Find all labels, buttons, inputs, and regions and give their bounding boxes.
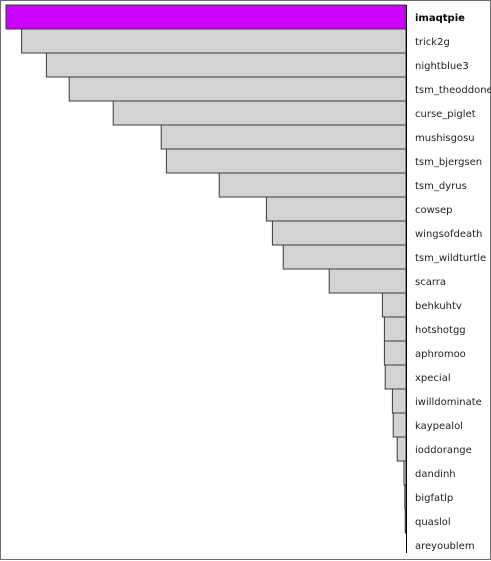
bar-behkuhtv (381, 292, 407, 318)
category-label-tsm_wildturtle: tsm_wildturtle (415, 253, 486, 264)
bar-hotshotgg (383, 316, 407, 342)
bar-kaypealol (392, 412, 407, 438)
category-label-dandinh: dandinh (415, 469, 456, 480)
bar-wingsofdeath (271, 220, 407, 246)
bar-nightblue3 (45, 52, 407, 78)
bar-cowsep (265, 196, 407, 222)
category-label-aphromoo: aphromoo (415, 349, 466, 360)
bar-trick2g (21, 28, 407, 54)
category-label-tsm_bjergsen: tsm_bjergsen (415, 157, 482, 168)
category-label-imaqtpie: imaqtpie (415, 13, 465, 24)
category-label-scarra: scarra (415, 277, 446, 288)
bar-tsm_dyrus (218, 172, 407, 198)
bar-imaqtpie (5, 4, 407, 30)
bar-aphromoo (383, 340, 407, 366)
category-label-hotshotgg: hotshotgg (415, 325, 466, 336)
category-label-nightblue3: nightblue3 (415, 61, 469, 72)
bar-curse_piglet (112, 100, 407, 126)
bar-ioddorange (396, 436, 407, 462)
category-label-quaslol: quaslol (415, 517, 451, 528)
category-label-wingsofdeath: wingsofdeath (415, 229, 482, 240)
category-label-kaypealol: kaypealol (415, 421, 463, 432)
bar-tsm_theoddone (68, 76, 407, 102)
category-label-tsm_theoddone: tsm_theoddone (415, 85, 491, 96)
category-label-mushisgosu: mushisgosu (415, 133, 475, 144)
bar-scarra (328, 268, 407, 294)
bar-tsm_bjergsen (165, 148, 407, 174)
bar-iwilldominate (391, 388, 407, 414)
category-label-xpecial: xpecial (415, 373, 451, 384)
bar-xpecial (384, 364, 407, 390)
category-label-areyoublem: areyoublem (415, 541, 475, 552)
bar-mushisgosu (160, 124, 407, 150)
bar-quaslol (404, 508, 407, 534)
bar-bigfatlp (404, 484, 407, 510)
category-label-tsm_dyrus: tsm_dyrus (415, 181, 467, 192)
category-label-iwilldominate: iwilldominate (415, 397, 482, 408)
category-label-trick2g: trick2g (415, 37, 450, 48)
category-label-bigfatlp: bigfatlp (415, 493, 453, 504)
bar-tsm_wildturtle (282, 244, 407, 270)
category-label-curse_piglet: curse_piglet (415, 109, 476, 120)
category-label-ioddorange: ioddorange (415, 445, 472, 456)
bar-dandinh (403, 460, 407, 486)
category-label-behkuhtv: behkuhtv (415, 301, 462, 312)
category-label-cowsep: cowsep (415, 205, 453, 216)
